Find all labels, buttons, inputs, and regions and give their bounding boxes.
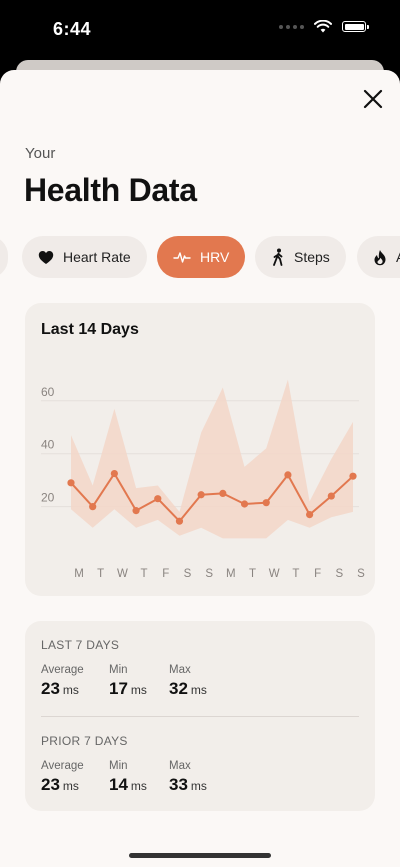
x-tick-label: T (141, 568, 148, 580)
tab-hrv[interactable]: HRV (157, 236, 246, 278)
stats-card: LAST 7 DAYS Average 23 ms Min 17 ms Max 32… (25, 621, 375, 811)
stat-value: 23 (41, 679, 60, 698)
chart-title: Last 14 Days (41, 321, 139, 338)
data-point (306, 510, 314, 519)
data-point (132, 507, 140, 515)
data-point (89, 503, 97, 511)
last7-average: Average 23 ms (41, 664, 84, 699)
last-7-days-title: LAST 7 DAYS (41, 638, 120, 652)
stat-label: Min (109, 664, 128, 676)
x-tick-label: F (162, 568, 169, 580)
x-tick-label: T (292, 568, 299, 580)
x-tick-label: M (226, 568, 236, 580)
data-point (110, 469, 118, 478)
divider (41, 716, 359, 717)
status-icons (279, 20, 369, 33)
tab-partial-left[interactable] (0, 236, 8, 278)
status-bar: 6:44 (0, 0, 400, 60)
y-tick-label: 20 (41, 491, 55, 505)
data-point (67, 479, 75, 487)
stat-value: 17 (109, 679, 128, 698)
stat-label: Min (109, 760, 128, 772)
tab-label: HRV (200, 249, 230, 265)
stat-unit: ms (62, 779, 79, 793)
health-data-sheet: Your Health Data Heart Rate HRV Steps (0, 70, 400, 867)
x-tick-label: T (249, 568, 256, 580)
stat-value: 32 (169, 679, 188, 698)
home-indicator (129, 853, 271, 858)
last7-max: Max 32 ms (169, 664, 207, 699)
stat-label: Max (169, 664, 191, 676)
tab-active-energy[interactable]: A (357, 236, 400, 278)
stat-label: Average (41, 760, 84, 772)
close-icon[interactable] (360, 86, 386, 112)
stat-unit: ms (190, 683, 207, 697)
x-tick-label: T (97, 568, 104, 580)
x-tick-label: S (184, 568, 192, 580)
y-tick-label: 60 (41, 385, 55, 399)
x-tick-label: W (117, 568, 128, 580)
stat-unit: ms (190, 779, 207, 793)
stat-unit: ms (130, 683, 147, 697)
heart-icon (38, 250, 54, 264)
data-point (284, 471, 292, 479)
stat-unit: ms (62, 683, 79, 697)
stat-unit: ms (130, 779, 147, 793)
data-point (197, 491, 205, 499)
tab-steps[interactable]: Steps (255, 236, 346, 278)
battery-icon (342, 21, 369, 32)
x-tick-label: W (269, 568, 280, 580)
page-subtitle: Your (25, 145, 56, 162)
range-band (71, 379, 353, 539)
stat-label: Max (169, 760, 191, 772)
series-line (70, 472, 354, 523)
tab-label: A (396, 249, 400, 265)
prior7-average: Average 23 ms (41, 760, 84, 795)
tab-label: Steps (294, 249, 330, 265)
hrv-chart-card: Last 14 Days 20 40 60 M T W T F S S M T W T F S S (25, 303, 375, 596)
cellular-icon (279, 24, 304, 29)
data-point (219, 489, 227, 498)
stat-value: 23 (41, 775, 60, 794)
x-tick-label: M (74, 568, 84, 580)
x-tick-label: S (205, 568, 213, 580)
data-point (262, 499, 270, 507)
status-time: 6:44 (53, 19, 92, 39)
wifi-icon (314, 20, 332, 33)
stat-label: Average (41, 664, 84, 676)
stat-value: 33 (169, 775, 188, 794)
walking-icon (273, 248, 283, 266)
hrv-pulse-icon (173, 252, 191, 263)
data-point (240, 500, 249, 508)
data-point (349, 472, 357, 480)
y-tick-label: 40 (41, 438, 55, 452)
prior7-min: Min 14 ms (109, 760, 147, 795)
data-point (175, 517, 184, 525)
flame-icon (374, 249, 386, 265)
data-point (327, 492, 335, 500)
prior-7-days-title: PRIOR 7 DAYS (41, 734, 128, 748)
x-tick-label: S (335, 568, 343, 580)
last7-min: Min 17 ms (109, 664, 147, 699)
stat-value: 14 (109, 775, 128, 794)
data-point (154, 495, 162, 503)
tab-heart-rate[interactable]: Heart Rate (22, 236, 147, 278)
prior7-max: Max 33 ms (169, 760, 207, 795)
x-tick-label: F (314, 568, 321, 580)
tab-label: Heart Rate (63, 249, 131, 265)
x-tick-label: S (357, 568, 365, 580)
page-title: Health Data (24, 172, 197, 208)
